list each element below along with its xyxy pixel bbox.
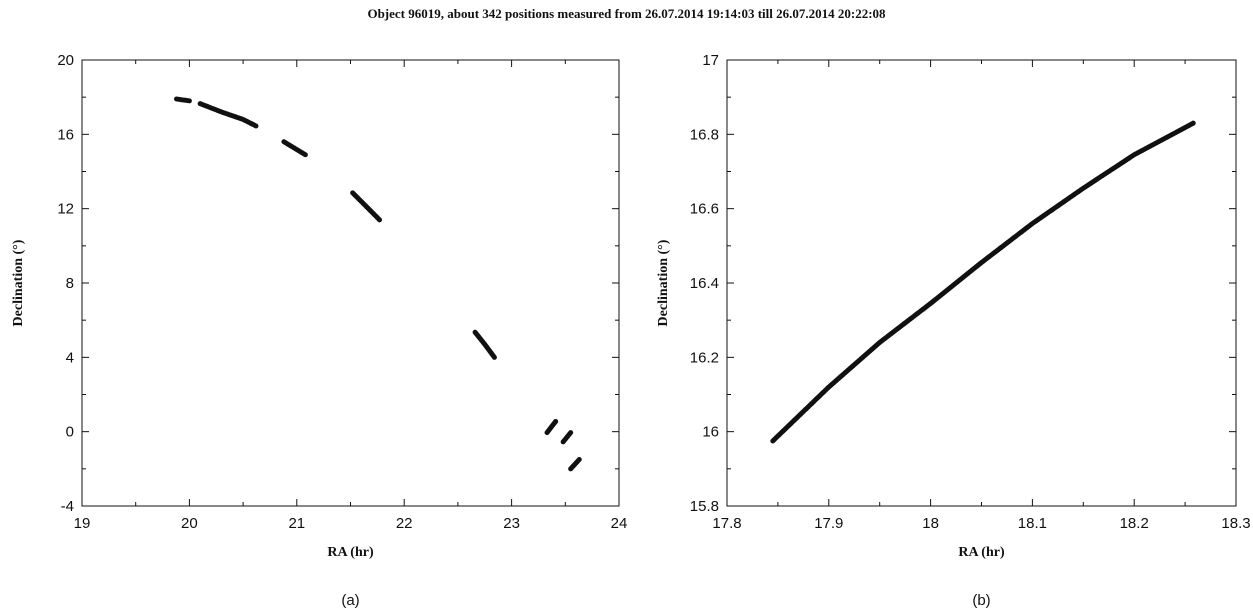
x-tick-label: 18 <box>922 515 939 532</box>
data-points <box>174 96 582 472</box>
y-axis-label: Declination (°) <box>11 239 26 326</box>
y-tick-label: 4 <box>66 349 74 366</box>
data-point <box>1190 120 1196 126</box>
plot-frame <box>726 59 1237 507</box>
x-tick-label: 18.3 <box>1221 515 1250 532</box>
x-tick-label: 17.8 <box>712 515 741 532</box>
x-tick-label: 19 <box>74 515 91 532</box>
panel-label: (b) <box>972 592 990 609</box>
x-axis-label: RA (hr) <box>327 545 374 560</box>
x-axis-label: RA (hr) <box>958 545 1005 560</box>
x-tick-label: 18.1 <box>1018 515 1047 532</box>
data-point <box>491 354 497 360</box>
x-tick-label: 24 <box>611 515 628 532</box>
data-point <box>302 152 308 158</box>
y-tick-label: 17 <box>702 52 719 69</box>
x-tick-label: 21 <box>288 515 305 532</box>
y-tick-label: 0 <box>66 424 74 441</box>
y-axis-label: Declination (°) <box>656 239 671 326</box>
y-tick-label: 16.8 <box>690 126 719 143</box>
y-tick-label: 16 <box>702 424 719 441</box>
y-tick-label: 12 <box>57 201 74 218</box>
data-point <box>253 123 259 129</box>
data-point <box>576 457 582 463</box>
y-tick-label: -4 <box>61 498 74 515</box>
y-tick-label: 16 <box>57 126 74 143</box>
panel-2: 17.8 17.9 18 18.1 18.2 18.3 15.8 16 16.2 16.4 16.6… <box>656 52 1251 609</box>
x-tick-label: 17.9 <box>814 515 843 532</box>
y-tick-label: 8 <box>66 275 74 292</box>
data-point <box>568 430 574 436</box>
y-tick-label: 16.6 <box>690 201 719 218</box>
x-tick-label: 23 <box>503 515 520 532</box>
data-point <box>553 418 559 424</box>
y-tick-label: 15.8 <box>690 498 719 515</box>
data-points <box>770 120 1196 444</box>
panel-1: 19 20 21 22 23 24 -4 0 4 8 12 16 20 RA (hr) Declinatio… <box>11 52 627 609</box>
x-tick-label: 20 <box>181 515 198 532</box>
y-tick-label: 20 <box>57 52 74 69</box>
panel-label: (a) <box>341 592 359 609</box>
x-tick-label: 22 <box>396 515 413 532</box>
data-point <box>376 217 382 223</box>
chart-title: Object 96019, about 342 positions measur… <box>367 6 886 21</box>
data-point <box>186 98 192 104</box>
plot-frame <box>81 59 620 507</box>
y-tick-label: 16.4 <box>690 275 719 292</box>
y-tick-label: 16.2 <box>690 349 719 366</box>
x-tick-label: 18.2 <box>1120 515 1149 532</box>
